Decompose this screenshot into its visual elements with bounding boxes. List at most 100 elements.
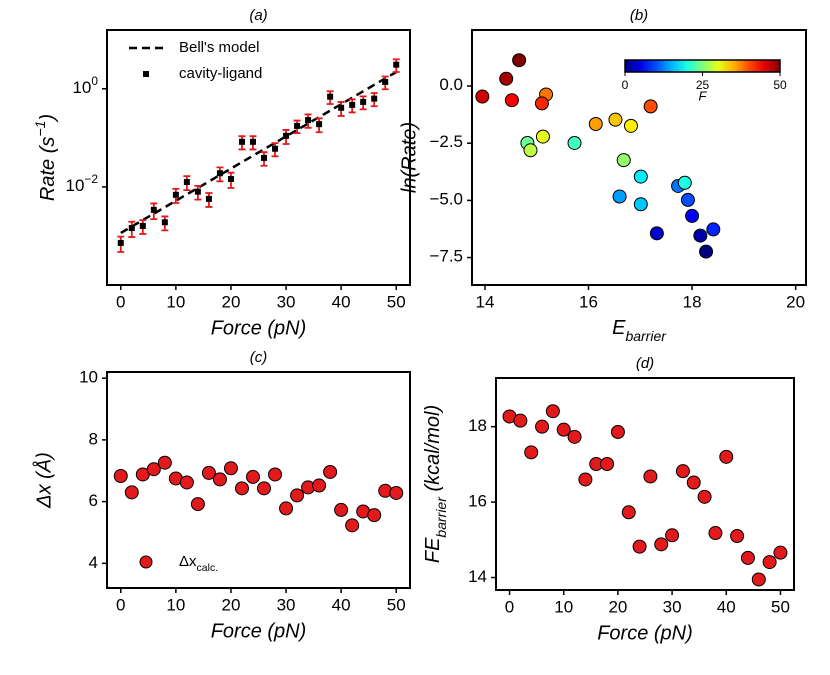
data-point [261,154,268,161]
point [680,192,695,207]
data-point [216,170,223,177]
point [345,518,360,533]
point [190,497,205,512]
x-axis-label: Ebarrier [612,317,667,343]
point [685,208,700,223]
point [610,424,625,439]
y-tick-label: 8 [89,429,98,448]
x-tick-label: 40 [332,595,351,614]
point [649,226,664,241]
x-axis-label: Force (pN) [597,622,693,644]
x-axis-label-part: barrier [625,328,667,344]
panel-title: (c) [250,349,268,366]
y-tick-label-part: 0.0 [439,76,463,95]
y-tick-label: 4 [89,553,98,572]
data-point [194,188,201,195]
data-point [150,206,157,213]
x-tick-label: 0 [505,597,514,616]
point [616,153,631,168]
x-tick-label: 20 [221,595,240,614]
point [632,539,647,554]
y-tick-label-part: 10 [72,78,91,97]
data-point [393,61,400,68]
data-point [172,191,179,198]
panel-title: (a) [249,7,267,24]
y-tick-label: 6 [89,491,98,510]
point [706,222,721,237]
data-point [371,95,378,102]
point [693,228,708,243]
legend-label-part: calc. [197,562,219,574]
point [773,545,788,560]
point [643,99,658,114]
point [686,475,701,490]
point [665,528,680,543]
data-point [316,121,323,128]
point [600,457,615,472]
point [633,169,648,184]
panel-title: (d) [636,355,654,372]
y-tick-label-part: −7.5 [429,247,463,266]
data-point [360,98,367,105]
point [212,472,227,487]
y-axis-label-part: (kcal/mol) [422,405,444,497]
y-axis-label-part: FE [422,537,444,563]
data-point [327,93,334,100]
point [257,481,272,496]
data-point [338,104,345,111]
x-tick-label: 30 [663,597,682,616]
point [677,175,692,190]
x-axis-label: Force (pN) [211,317,307,339]
point [751,572,766,587]
legend-label: Bell's model [179,39,259,56]
point [146,462,161,477]
point [201,465,216,480]
point [223,461,238,476]
y-tick-label-part: −5.0 [429,190,463,209]
y-tick-label: −5.0 [429,190,463,209]
y-tick-label: 100 [72,74,98,97]
y-tick-label: 10 [79,368,98,387]
data-point [249,138,256,145]
y-axis-label: FEbarrier (kcal/mol) [422,405,448,563]
y-tick-label-part: 10 [66,176,85,195]
point [245,469,260,484]
point [513,413,528,428]
data-point [382,78,389,85]
legend-swatch [139,555,153,569]
y-tick-label: 18 [468,416,487,435]
point [621,505,636,520]
x-tick-label: 20 [786,292,805,311]
point [234,481,249,496]
point [643,469,658,484]
point [608,112,623,127]
point [323,464,338,479]
colorbar-tick-label: 50 [773,78,787,92]
x-tick-label: 30 [277,595,296,614]
point [179,475,194,490]
colorbar-tick-label: 25 [696,78,710,92]
point [697,489,712,504]
y-tick-label: 0.0 [439,76,463,95]
data-point [205,195,212,202]
data-point [139,222,146,229]
point [654,537,669,552]
point [334,502,349,517]
panel-title: (b) [630,7,648,24]
data-point [227,175,234,182]
plot-frame [106,29,411,286]
x-tick-label: 30 [277,292,296,311]
point [762,555,777,570]
colorbar-label: F [699,88,708,103]
point [389,485,404,500]
y-axis-label-part: Rate (s [37,137,59,201]
y-axis-label: Δx (Å) [32,452,55,509]
x-tick-label: 40 [717,597,736,616]
point [268,467,283,482]
point [730,529,745,544]
point [675,464,690,479]
point [535,419,550,434]
data-point [283,132,290,139]
x-tick-label: 50 [387,292,406,311]
point [499,71,514,86]
